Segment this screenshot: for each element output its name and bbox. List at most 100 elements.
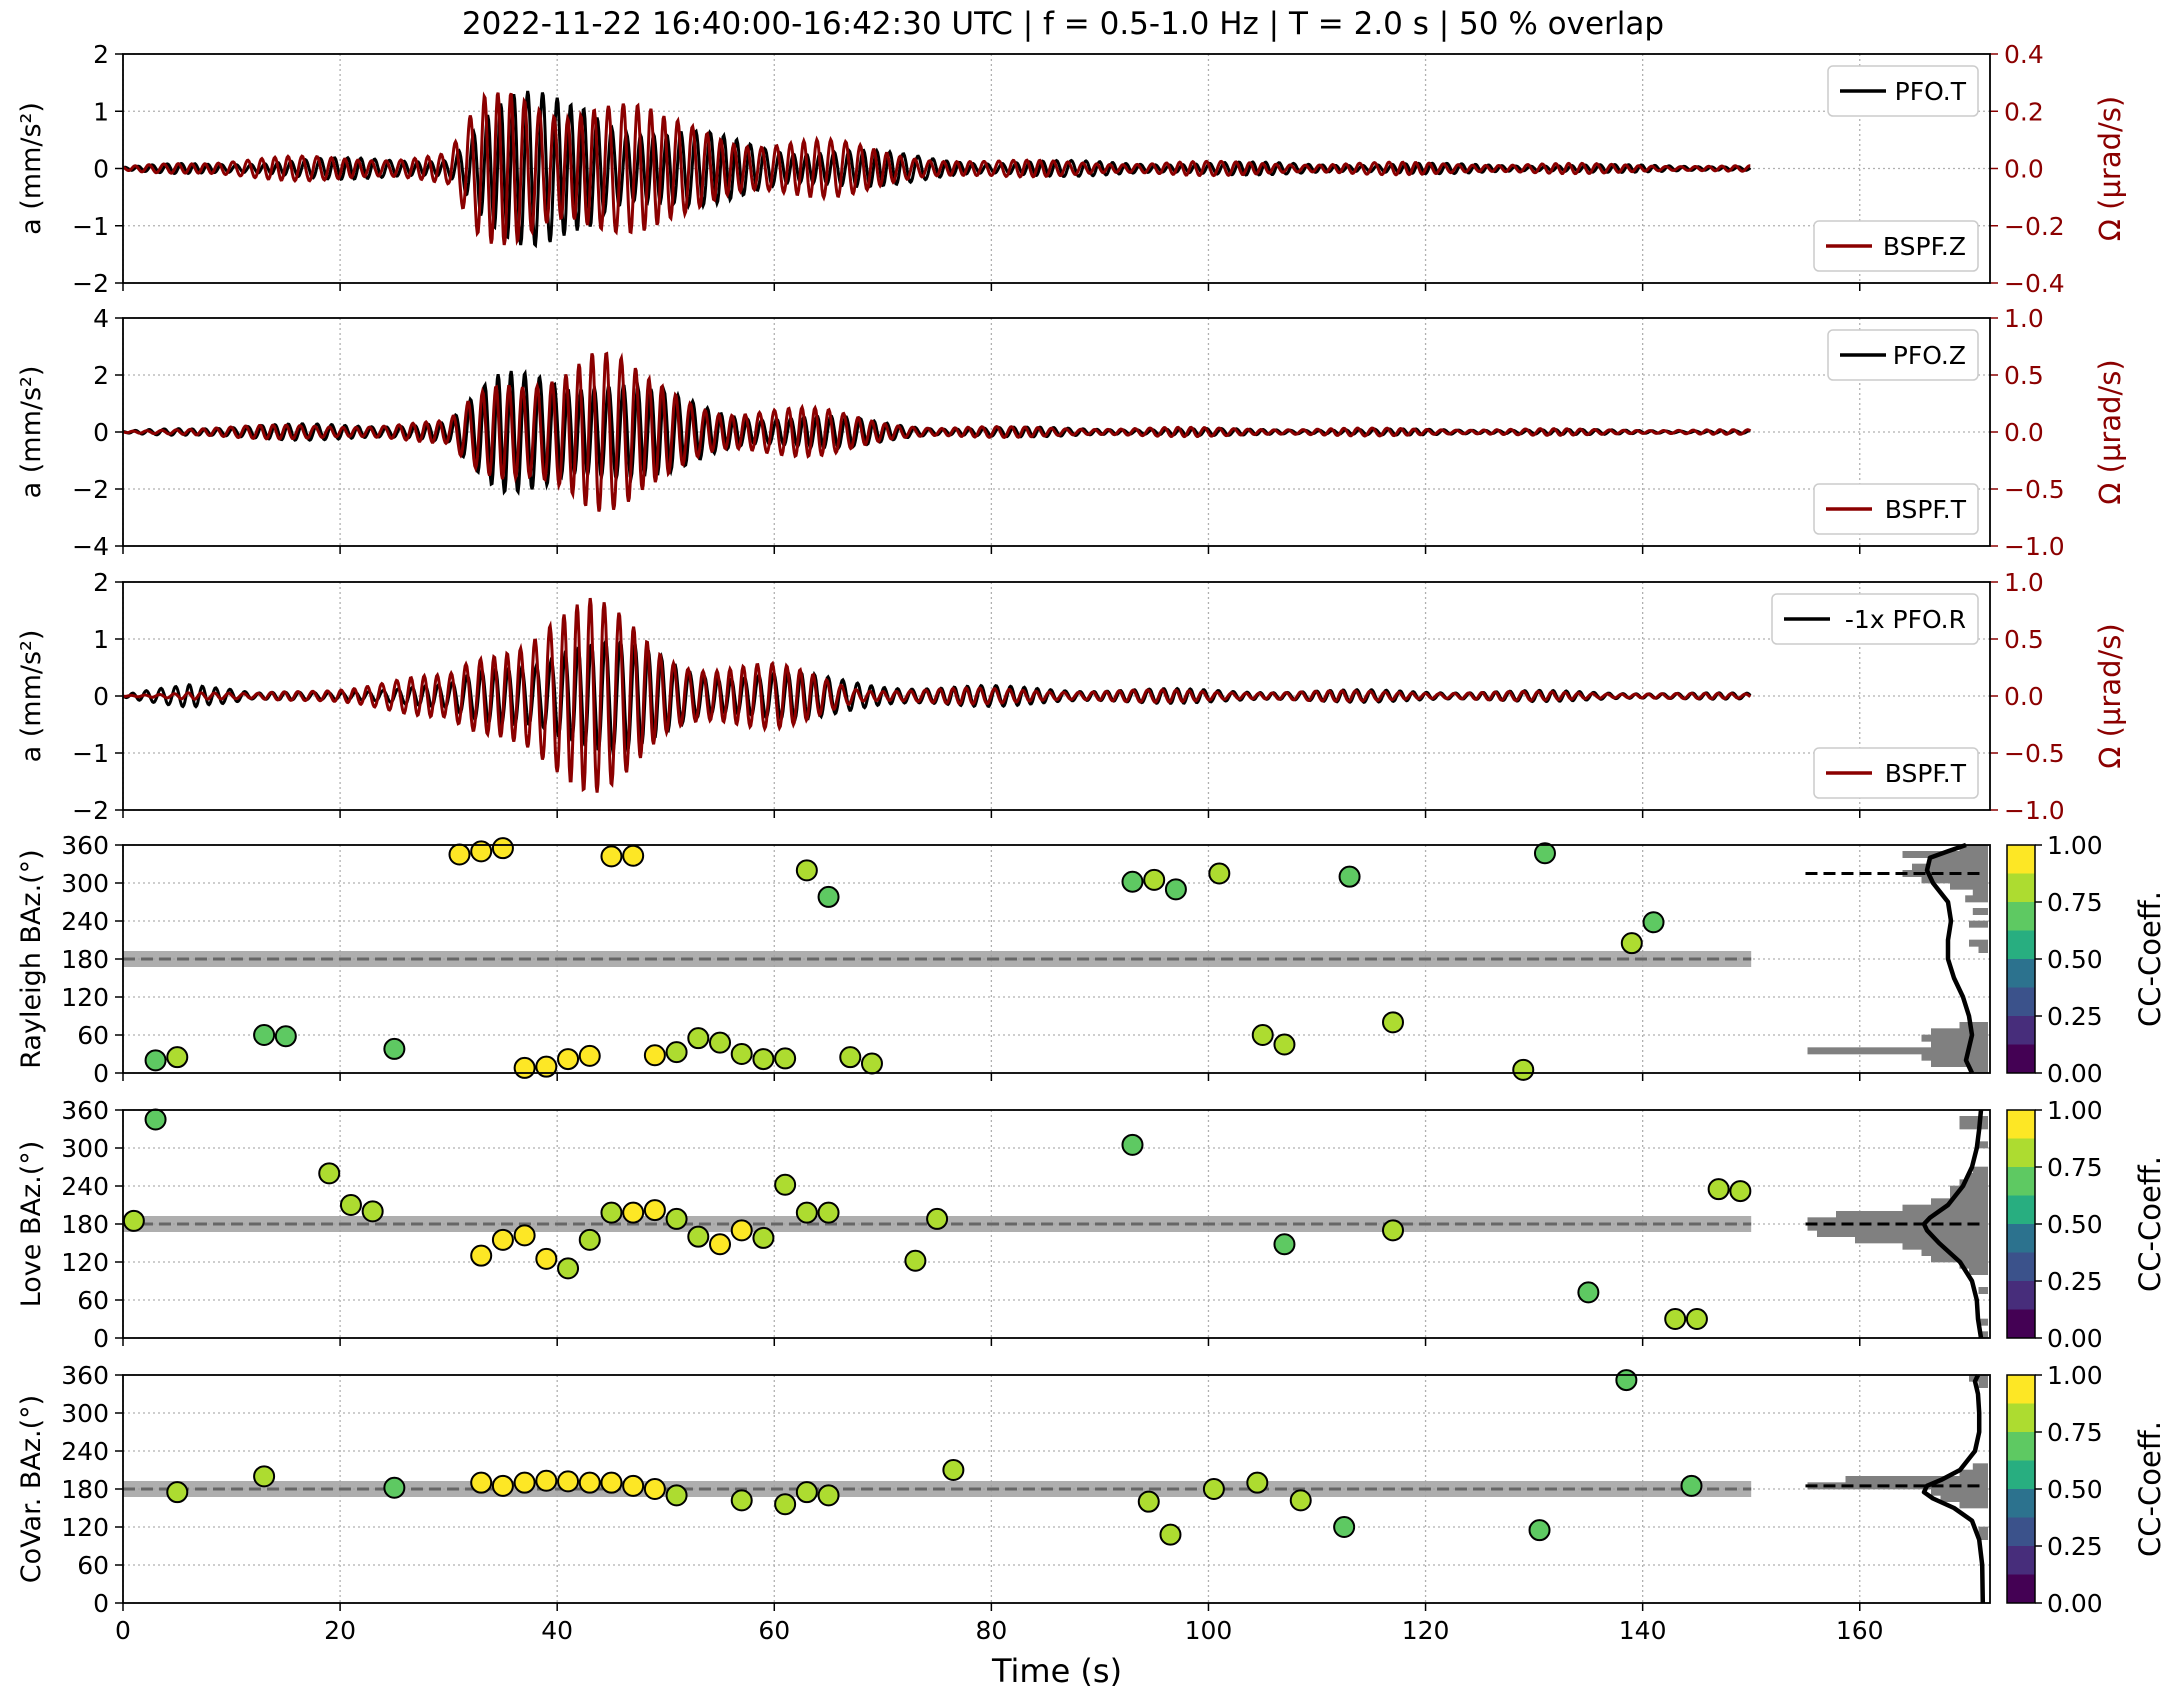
colorbar-segment bbox=[2007, 1167, 2035, 1196]
histogram-bar bbox=[1950, 882, 1988, 890]
scatter-point bbox=[1273, 1233, 1296, 1256]
histogram-bar bbox=[1959, 1022, 1988, 1029]
scatter-point bbox=[166, 1481, 189, 1504]
legend-box bbox=[1813, 483, 1979, 535]
scatter-point bbox=[1246, 1471, 1269, 1494]
scatter-point bbox=[491, 1474, 514, 1497]
kde-curve bbox=[1921, 1374, 1986, 1604]
xtick-label: 40 bbox=[541, 1616, 573, 1645]
scatter-point bbox=[557, 1470, 580, 1493]
scatter-point bbox=[144, 1049, 167, 1072]
axes-frame bbox=[122, 317, 1991, 547]
ytick-right-label: 0.0 bbox=[2004, 155, 2044, 184]
scatter-point bbox=[491, 837, 514, 860]
scatter-point bbox=[1381, 1011, 1404, 1034]
histogram-bar bbox=[1978, 1331, 1988, 1339]
scatter-point bbox=[1289, 1489, 1312, 1512]
xtick-label: 120 bbox=[1402, 1616, 1450, 1645]
x-axis-label: Time (s) bbox=[991, 1652, 1122, 1690]
colorbar-segment bbox=[2007, 1574, 2035, 1603]
scatter-point bbox=[578, 1228, 601, 1251]
scatter-point bbox=[774, 1047, 797, 1070]
ytick-label: −2 bbox=[72, 475, 109, 504]
colorbar-segment bbox=[2007, 1460, 2035, 1489]
histogram-bar bbox=[1807, 1047, 1988, 1055]
ytick-label: 300 bbox=[61, 869, 109, 898]
scatter-point bbox=[1664, 1308, 1687, 1330]
ytick-label: 120 bbox=[61, 1513, 109, 1542]
ytick-label: 360 bbox=[61, 831, 109, 860]
ytick-right-label: −0.4 bbox=[2004, 269, 2065, 298]
ytick-label: 0 bbox=[93, 1324, 109, 1353]
panels: −2 −1 0 1 2 a (mm/s²) −0.4 −0.2 0.0 0.2 0.4 Ω (µrad… bbox=[16, 40, 2167, 1690]
y-axis-label: a (mm/s²) bbox=[16, 630, 47, 763]
colorbar-tick-label: 0.50 bbox=[2047, 1475, 2103, 1504]
colorbar-segment bbox=[2007, 1309, 2035, 1338]
scatter-point bbox=[1121, 870, 1144, 893]
colorbar-tick-label: 0.00 bbox=[2047, 1324, 2103, 1353]
histogram-bar bbox=[1931, 1060, 1988, 1067]
scatter-point bbox=[774, 1493, 797, 1516]
histogram-bar bbox=[1931, 1198, 1988, 1206]
scatter-point bbox=[926, 1207, 949, 1230]
histogram-bar bbox=[1978, 946, 1988, 953]
scatter-point bbox=[383, 1037, 406, 1060]
scatter-point bbox=[1202, 1478, 1225, 1500]
ytick-right-label: 0.4 bbox=[2004, 40, 2044, 69]
scatter-point bbox=[665, 1207, 688, 1230]
ytick-label: 0 bbox=[93, 1059, 109, 1088]
legend-label: BSPF.T bbox=[1885, 495, 1967, 524]
colorbar-segment bbox=[2007, 1044, 2035, 1073]
histogram-bar bbox=[1950, 1192, 1988, 1199]
histogram-bar bbox=[1978, 1141, 1988, 1149]
scatter-point bbox=[253, 1024, 276, 1046]
scatter-point bbox=[795, 859, 818, 882]
scatter-point bbox=[578, 1471, 601, 1494]
legend-box bbox=[1827, 329, 1979, 381]
ytick-label: 0 bbox=[93, 155, 109, 184]
colorbar-tick-label: 0.50 bbox=[2047, 1210, 2103, 1239]
scatter-point bbox=[643, 1044, 666, 1067]
trace-red bbox=[122, 351, 1752, 512]
histogram-bar bbox=[1978, 1533, 1988, 1540]
xtick-label: 20 bbox=[324, 1616, 356, 1645]
scatter-point bbox=[513, 1056, 536, 1079]
xtick-label: 160 bbox=[1836, 1616, 1884, 1645]
trace-red bbox=[122, 597, 1752, 793]
scatter-point bbox=[1620, 932, 1643, 955]
ytick-right-label: 0.0 bbox=[2004, 418, 2044, 447]
y-axis-right-label: Ω (µrad/s) bbox=[2093, 623, 2127, 768]
scatter-point bbox=[1143, 868, 1166, 891]
xtick-label: 100 bbox=[1185, 1616, 1233, 1645]
colorbar-segment bbox=[2007, 1110, 2035, 1139]
scatter-point bbox=[1577, 1281, 1600, 1304]
scatter-point bbox=[665, 1041, 688, 1064]
histogram-bar bbox=[1959, 1179, 1988, 1187]
histogram-bar bbox=[1931, 1028, 1988, 1036]
scatter-point bbox=[470, 1244, 493, 1267]
scatter-point bbox=[1121, 1133, 1144, 1156]
panel-waveform-3: −2 −1 0 1 2 a (mm/s²) −1.0 −0.5 0.0 0.5 1.0 Ω (µrad… bbox=[16, 568, 2127, 825]
scatter-point bbox=[122, 1209, 145, 1232]
scatter-point bbox=[383, 1476, 406, 1499]
histogram-bar bbox=[1969, 1173, 1988, 1180]
colorbar-tick-label: 1.00 bbox=[2047, 1361, 2103, 1390]
histogram-bar bbox=[1931, 857, 1988, 865]
scatter-point bbox=[817, 1201, 840, 1224]
scatter-point bbox=[1615, 1369, 1638, 1392]
scatter-point bbox=[491, 1228, 514, 1251]
ytick-label: 120 bbox=[61, 983, 109, 1012]
scatter-point bbox=[557, 1257, 580, 1280]
legend-label: BSPF.T bbox=[1885, 759, 1967, 788]
ytick-right-label: −0.5 bbox=[2004, 739, 2065, 768]
scatter-point bbox=[709, 1233, 732, 1256]
ytick-label: −2 bbox=[72, 796, 109, 825]
ytick-label: 240 bbox=[61, 1172, 109, 1201]
colorbar-segment bbox=[2007, 1546, 2035, 1575]
panel-baz-rayleigh: 0 60 120 180 240 300 360 Rayleigh BAz.(°) 0.00 0.… bbox=[16, 831, 2167, 1088]
histogram-bar bbox=[1845, 1476, 1988, 1483]
scatter-point bbox=[1707, 1178, 1730, 1201]
scatter-point bbox=[774, 1173, 797, 1196]
trace-black bbox=[122, 90, 1752, 249]
